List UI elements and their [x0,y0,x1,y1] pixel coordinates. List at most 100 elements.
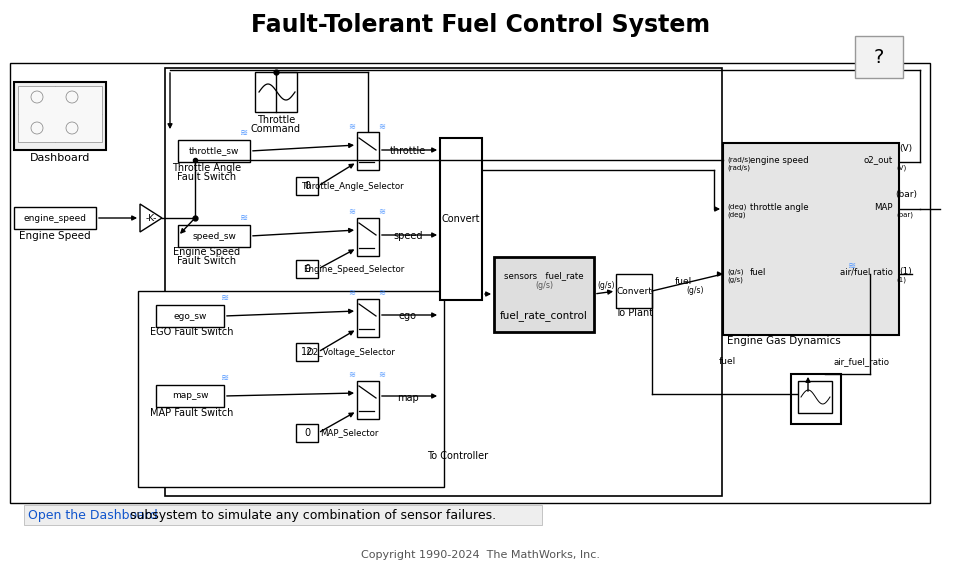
Text: Fault Switch: Fault Switch [177,256,236,266]
Bar [10,63,929,503]
Bar [854,36,902,78]
Text: Convert: Convert [441,214,480,224]
Text: (V): (V) [895,165,905,171]
Text: throttle: throttle [389,146,426,156]
Text: MAP: MAP [874,203,892,211]
Text: ≋: ≋ [378,207,385,217]
Text: ego: ego [399,311,416,321]
Text: throttle angle: throttle angle [750,203,808,211]
Text: sensors   fuel_rate: sensors fuel_rate [504,272,583,280]
Text: MAP_Selector: MAP_Selector [319,428,378,438]
Text: ego_sw: ego_sw [173,312,207,321]
Text: (bar): (bar) [895,212,912,218]
Bar [723,143,899,335]
Text: Open the Dashboard: Open the Dashboard [28,508,158,522]
Text: (g/s): (g/s) [597,280,614,290]
Text: 0: 0 [304,264,309,274]
Bar [255,72,297,112]
Text: (V): (V) [899,144,912,152]
Text: Dashboard: Dashboard [30,153,90,163]
Text: To Controller: To Controller [427,451,488,461]
Text: Engine Speed: Engine Speed [173,247,240,257]
Text: EGO Fault Switch: EGO Fault Switch [150,327,234,337]
Bar [798,381,831,413]
Bar [494,257,593,332]
FancyBboxPatch shape [24,505,541,525]
Text: Throttle Angle: Throttle Angle [172,163,241,173]
Text: (g/s): (g/s) [534,280,553,290]
Text: throttle_sw: throttle_sw [188,146,239,156]
Text: ≋: ≋ [378,371,385,379]
Text: fuel: fuel [750,267,766,277]
Text: ?: ? [873,47,883,67]
Text: Engine Speed: Engine Speed [19,231,90,241]
Bar [296,343,318,361]
Bar [14,82,106,150]
Text: 12: 12 [301,347,313,357]
Text: (rad/s): (rad/s) [727,157,751,163]
Text: map: map [397,393,418,403]
Text: speed_sw: speed_sw [192,232,235,240]
Text: Throttle: Throttle [257,115,295,125]
Text: (1): (1) [899,266,911,276]
Text: ≋: ≋ [348,371,356,379]
Text: (g/s): (g/s) [685,285,703,295]
Text: Convert: Convert [615,287,652,295]
Bar [357,299,379,337]
Text: To Plant: To Plant [614,308,653,318]
Text: ≋: ≋ [348,288,356,298]
Bar [615,274,652,308]
Text: (deg): (deg) [727,212,745,218]
Bar [296,260,318,278]
Text: Fault Switch: Fault Switch [177,172,236,182]
Bar [357,132,379,170]
Text: ≋: ≋ [847,261,855,271]
Bar [439,138,481,300]
Text: fuel: fuel [718,357,735,367]
Text: o2_out: o2_out [863,156,892,164]
Bar [137,291,444,487]
Text: (bar): (bar) [894,189,916,199]
Bar [790,374,840,424]
Bar [178,140,250,162]
Text: ≋: ≋ [221,293,229,303]
Text: ≋: ≋ [378,123,385,131]
Text: engine_speed: engine_speed [23,214,86,222]
Text: engine speed: engine speed [750,156,808,164]
Bar [165,68,722,496]
Text: ≋: ≋ [239,213,248,223]
Text: fuel: fuel [674,277,691,285]
Bar [156,305,224,327]
Text: map_sw: map_sw [172,391,208,401]
Bar [178,225,250,247]
Bar [14,207,96,229]
Bar [18,86,102,142]
Text: speed: speed [393,231,422,241]
Text: (deg): (deg) [727,204,746,210]
Text: Command: Command [251,124,301,134]
Text: Engine Gas Dynamics: Engine Gas Dynamics [727,336,840,346]
Text: ≋: ≋ [221,373,229,383]
Text: ≋: ≋ [348,207,356,217]
Text: 0: 0 [304,428,309,438]
Text: MAP Fault Switch: MAP Fault Switch [150,408,234,418]
Text: Fault-Tolerant Fuel Control System: Fault-Tolerant Fuel Control System [251,13,710,37]
Text: ≋: ≋ [239,128,248,138]
Text: Throttle_Angle_Selector: Throttle_Angle_Selector [302,181,404,190]
Bar [357,218,379,256]
Bar [296,424,318,442]
Text: (1): (1) [895,277,905,283]
Text: O2_Voltage_Selector: O2_Voltage_Selector [307,347,395,357]
Text: Engine_Speed_Selector: Engine_Speed_Selector [303,265,405,273]
Text: Copyright 1990-2024  The MathWorks, Inc.: Copyright 1990-2024 The MathWorks, Inc. [361,550,600,560]
Text: ≋: ≋ [378,288,385,298]
Text: subsystem to simulate any combination of sensor failures.: subsystem to simulate any combination of… [126,508,496,522]
Text: -K-: -K- [145,214,157,222]
Bar [156,385,224,407]
Text: air/fuel ratio: air/fuel ratio [839,267,892,277]
Text: fuel_rate_control: fuel_rate_control [500,310,587,321]
Text: ≋: ≋ [348,123,356,131]
Text: (g/s): (g/s) [727,277,742,283]
Text: (g/s): (g/s) [727,269,743,275]
Text: (rad/s): (rad/s) [727,165,750,171]
